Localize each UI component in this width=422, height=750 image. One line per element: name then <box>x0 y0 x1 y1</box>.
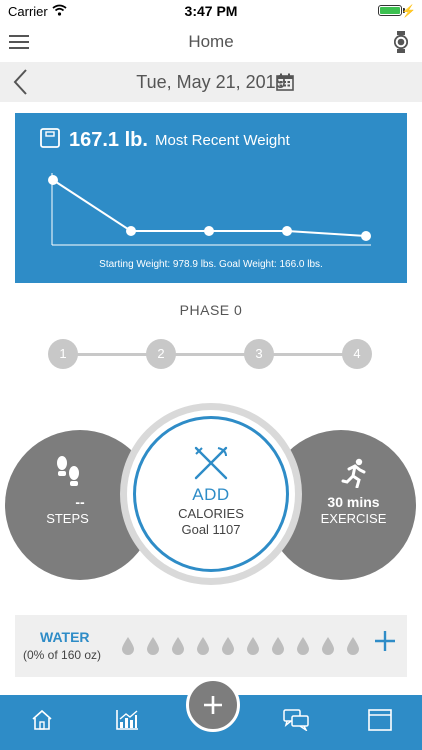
page-title: Home <box>188 32 234 51</box>
weight-point <box>126 226 136 236</box>
weight-point <box>204 226 214 236</box>
phase-step-4[interactable]: 4 <box>342 339 372 369</box>
water-drop-icon[interactable] <box>195 636 211 656</box>
chat-icon[interactable] <box>283 709 309 731</box>
fork-knife-icon <box>194 446 228 480</box>
water-drop-icon[interactable] <box>220 636 236 656</box>
plus-icon <box>204 696 222 714</box>
weight-point <box>48 175 58 185</box>
date-row: Tue, May 21, 2019 <box>0 62 422 102</box>
phase-title: PHASE 0 <box>179 302 243 318</box>
water-drop-icon[interactable] <box>170 636 186 656</box>
weight-chart <box>48 173 371 246</box>
plus-icon[interactable] <box>373 629 397 653</box>
add-calories-label: ADD <box>192 485 230 504</box>
water-title: WATER <box>40 629 90 645</box>
calendar-icon[interactable] <box>276 73 294 91</box>
phase-step-2[interactable]: 2 <box>146 339 176 369</box>
water-tracker: WATER (0% of 160 oz) <box>15 615 407 677</box>
phase-step-1[interactable]: 1 <box>48 339 78 369</box>
weight-card[interactable]: 167.1 lb. Most Recent Weight Starting We… <box>15 113 407 283</box>
back-icon[interactable] <box>12 68 28 96</box>
phase-progress-line <box>63 353 360 356</box>
steps-value: -- <box>75 494 85 510</box>
calories-goal: Goal 1107 <box>181 522 241 537</box>
recent-weight-label: Most Recent Weight <box>155 132 290 149</box>
nav-bar: Home <box>0 22 422 62</box>
clock: 3:47 PM <box>184 3 238 19</box>
carrier-label: Carrier <box>8 4 48 19</box>
home-icon[interactable] <box>31 709 53 731</box>
charging-icon: ⚡ <box>401 4 416 18</box>
water-drop-icon[interactable] <box>345 636 361 656</box>
weight-point <box>282 226 292 236</box>
water-drop-icon[interactable] <box>120 636 136 656</box>
add-button[interactable] <box>186 678 240 732</box>
wifi-icon <box>52 4 67 16</box>
water-drop-icon[interactable] <box>295 636 311 656</box>
water-drop-icon[interactable] <box>320 636 336 656</box>
calories-label: CALORIES <box>178 506 244 521</box>
runner-icon <box>341 458 366 488</box>
current-date: Tue, May 21, 2019 <box>136 72 286 92</box>
exercise-value: 30 mins <box>327 494 380 510</box>
steps-label: STEPS <box>46 511 89 526</box>
water-drop-icon[interactable] <box>145 636 161 656</box>
recent-weight-value: 167.1 lb. <box>69 129 148 151</box>
weight-summary: Starting Weight: 978.9 lbs. Goal Weight:… <box>99 259 323 270</box>
calories-circle[interactable]: ADD CALORIES Goal 1107 <box>133 416 289 572</box>
battery-cap <box>403 8 405 13</box>
weight-point <box>361 231 371 241</box>
exercise-label: EXERCISE <box>320 511 387 526</box>
scale-icon <box>40 128 60 148</box>
phase-step-3[interactable]: 3 <box>244 339 274 369</box>
battery-icon <box>378 5 402 16</box>
footsteps-icon <box>57 456 79 486</box>
chart-icon[interactable] <box>115 709 139 731</box>
window-icon[interactable] <box>368 709 392 731</box>
water-drop-icon[interactable] <box>270 636 286 656</box>
water-drop-icon[interactable] <box>245 636 261 656</box>
watch-icon[interactable] <box>394 31 408 53</box>
menu-icon[interactable] <box>9 35 29 49</box>
water-progress: (0% of 160 oz) <box>23 648 102 662</box>
status-bar: Carrier 3:47 PM ⚡ <box>0 0 422 22</box>
